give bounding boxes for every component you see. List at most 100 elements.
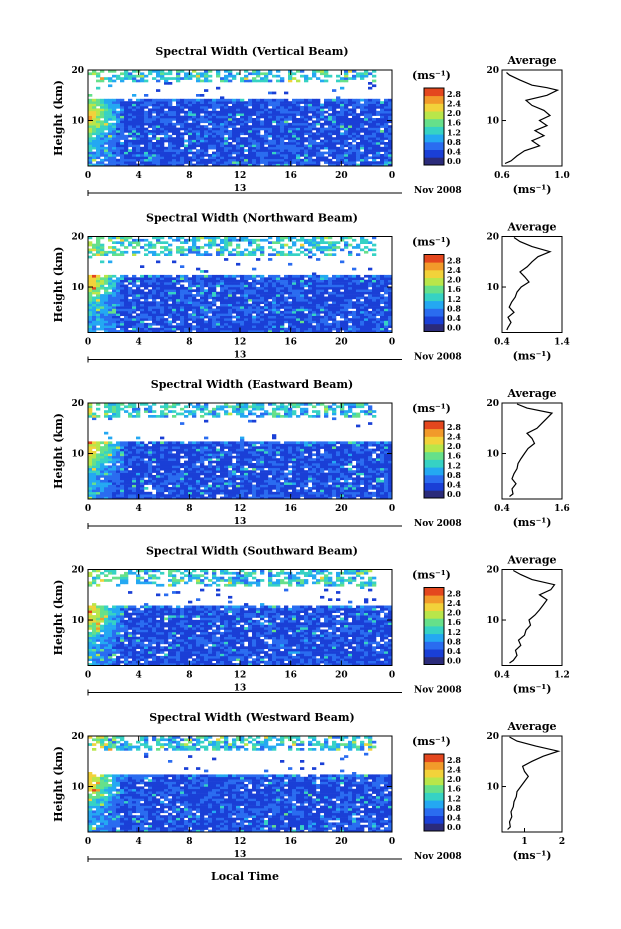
heatmap-cell [224, 108, 229, 112]
heatmap-cell [132, 315, 137, 319]
heatmap-cell [300, 122, 305, 126]
heatmap-cell [176, 310, 181, 314]
heatmap-cell [144, 132, 149, 136]
heatmap-cell [148, 296, 153, 300]
heatmap-cell [268, 127, 273, 131]
heatmap-cell [220, 108, 225, 112]
heatmap-cell [388, 318, 393, 321]
heatmap-cell [280, 298, 285, 302]
heatmap-cell [256, 294, 261, 297]
heatmap-cell [388, 103, 393, 107]
heatmap-cell [88, 482, 93, 485]
heatmap-cell [312, 327, 317, 331]
heatmap-cell [140, 72, 145, 76]
heatmap-cell [332, 243, 337, 247]
heatmap-cell [372, 301, 377, 304]
heatmap-cell [244, 130, 249, 133]
heatmap-cell [152, 296, 157, 300]
heatmap-cell [312, 310, 317, 314]
heatmap-cell [252, 267, 257, 271]
heatmap-cell [168, 284, 173, 288]
heatmap-cell [224, 110, 229, 114]
heatmap-cell [224, 149, 229, 152]
heatmap-cell [320, 482, 325, 485]
heatmap-cell [112, 137, 117, 140]
heatmap-cell [352, 101, 357, 104]
heatmap-cell [164, 479, 169, 483]
heatmap-cell [256, 479, 261, 483]
heatmap-cell [228, 98, 233, 102]
heatmap-cell [180, 322, 185, 326]
heatmap-cell [328, 161, 333, 164]
heatmap-cell [296, 79, 301, 83]
heatmap-cell [228, 125, 233, 128]
heatmap-cell [328, 101, 333, 104]
heatmap-cell [336, 310, 341, 314]
heatmap-cell [324, 161, 329, 164]
heatmap-cell [256, 315, 261, 319]
heatmap-cell [364, 154, 369, 157]
heatmap-cell [384, 161, 389, 164]
heatmap-cell [96, 489, 101, 493]
heatmap-cell [376, 122, 381, 126]
heatmap-cell [168, 250, 173, 254]
heatmap-cell [148, 163, 153, 167]
heatmap-cell [244, 306, 249, 309]
heatmap-cell [208, 315, 213, 319]
heatmap-cell [120, 322, 125, 326]
heatmap-cell [172, 487, 177, 490]
heatmap-cell [156, 106, 161, 109]
heatmap-cell [380, 284, 385, 288]
heatmap-cell [308, 296, 313, 300]
heatmap-cell [136, 294, 141, 297]
heatmap-cell [200, 301, 205, 304]
heatmap-cell [144, 130, 149, 133]
heatmap-cell [328, 151, 333, 155]
heatmap-cell [208, 246, 213, 249]
heatmap-cell [272, 130, 277, 133]
heatmap-cell [228, 479, 233, 483]
heatmap-cell [288, 301, 293, 304]
heatmap-cell [140, 330, 145, 333]
heatmap-cell [252, 322, 257, 326]
heatmap-cell [320, 139, 325, 143]
heatmap-cell [100, 144, 105, 148]
heatmap-cell [176, 101, 181, 104]
heatmap-cell [220, 98, 225, 102]
heatmap-cell [132, 158, 137, 162]
heatmap-cell [352, 246, 357, 249]
heatmap-cell [156, 158, 161, 162]
heatmap-cell [188, 286, 193, 290]
heatmap-cell [128, 496, 133, 500]
heatmap-cell [304, 132, 309, 136]
heatmap-cell [220, 294, 225, 297]
heatmap-cell [220, 484, 225, 488]
heatmap-cell [272, 74, 277, 78]
heatmap-cell [364, 301, 369, 304]
heatmap-cell [288, 327, 293, 331]
heatmap-cell [96, 144, 101, 148]
heatmap-cell [364, 479, 369, 483]
heatmap-cell [324, 79, 329, 83]
heatmap-cell [360, 127, 365, 131]
heatmap-cell [308, 479, 313, 483]
heatmap-cell [184, 277, 189, 280]
heatmap-cell [144, 325, 149, 328]
heatmap-cell [88, 158, 93, 162]
heatmap-cell [356, 494, 361, 497]
heatmap-cell [360, 479, 365, 483]
heatmap-cell [132, 115, 137, 119]
heatmap-cell [136, 243, 141, 247]
heatmap-cell [384, 101, 389, 104]
heatmap-cell [96, 137, 101, 140]
heatmap-cell [112, 479, 117, 483]
heatmap-cell [256, 310, 261, 314]
heatmap-cell [376, 146, 381, 150]
heatmap-cell [280, 236, 285, 240]
heatmap-cell [244, 122, 249, 126]
heatmap-cell [180, 327, 185, 331]
heatmap-cell [388, 130, 393, 133]
heatmap-cell [108, 130, 113, 133]
heatmap-cell [220, 274, 225, 278]
heatmap-cell [248, 103, 253, 107]
